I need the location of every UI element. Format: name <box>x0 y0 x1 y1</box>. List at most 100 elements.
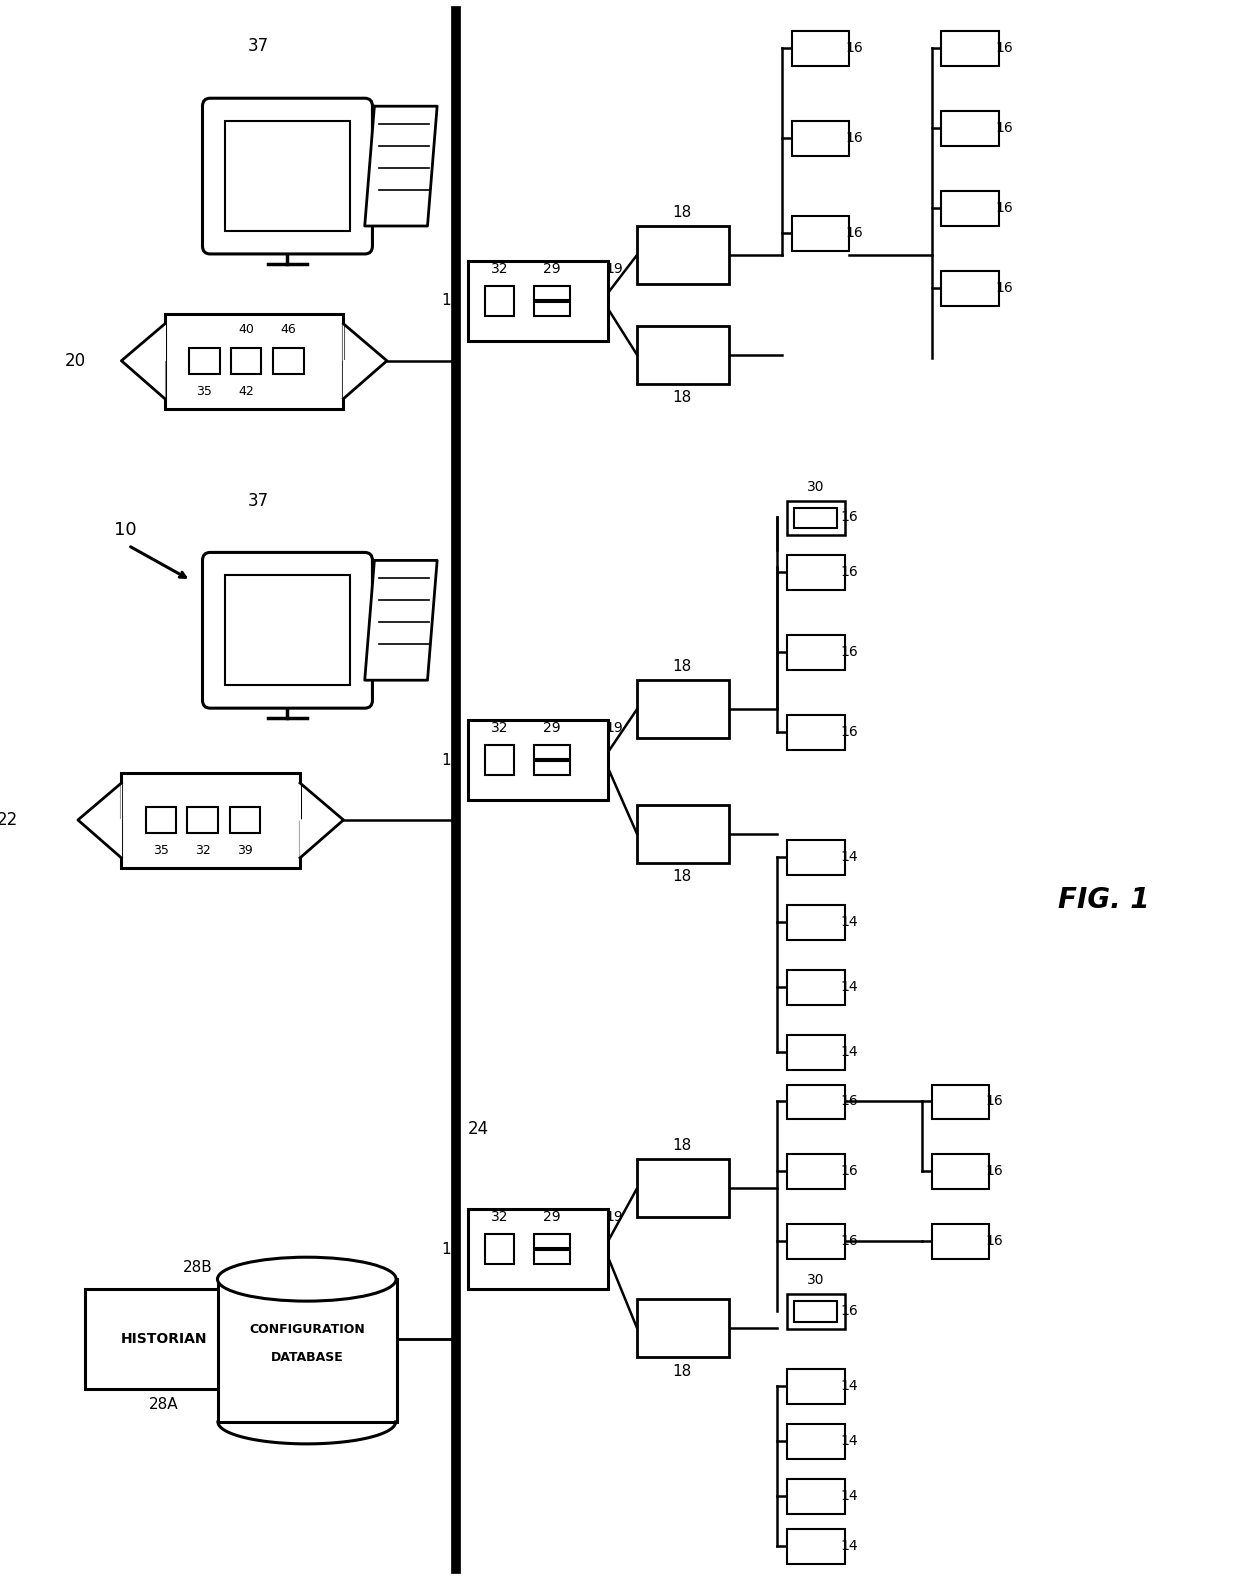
FancyBboxPatch shape <box>786 1369 844 1404</box>
FancyBboxPatch shape <box>786 501 844 535</box>
Text: 19: 19 <box>605 1210 622 1224</box>
Text: 29: 29 <box>543 721 560 736</box>
Text: FIG. 1: FIG. 1 <box>1058 886 1149 915</box>
Text: 18: 18 <box>673 204 692 220</box>
FancyBboxPatch shape <box>224 576 350 685</box>
FancyBboxPatch shape <box>485 745 515 776</box>
FancyBboxPatch shape <box>273 348 304 373</box>
Text: 37: 37 <box>248 37 269 56</box>
FancyBboxPatch shape <box>786 715 844 750</box>
Text: 32: 32 <box>491 1210 508 1224</box>
Text: 14: 14 <box>841 915 858 929</box>
FancyBboxPatch shape <box>786 1479 844 1513</box>
Text: 18: 18 <box>673 659 692 674</box>
FancyBboxPatch shape <box>941 192 999 227</box>
Polygon shape <box>78 784 122 859</box>
FancyBboxPatch shape <box>145 808 176 833</box>
Text: 16: 16 <box>994 281 1013 295</box>
FancyBboxPatch shape <box>533 302 570 316</box>
Text: 12: 12 <box>441 1242 460 1256</box>
Text: 20: 20 <box>64 351 86 370</box>
FancyBboxPatch shape <box>786 555 844 591</box>
Text: 42: 42 <box>238 385 254 399</box>
FancyBboxPatch shape <box>84 1290 244 1389</box>
FancyBboxPatch shape <box>795 1301 837 1321</box>
Text: 14: 14 <box>841 1379 858 1393</box>
Text: 29: 29 <box>543 1210 560 1224</box>
FancyBboxPatch shape <box>786 1034 844 1069</box>
FancyBboxPatch shape <box>786 1424 844 1459</box>
Text: 16: 16 <box>841 1095 858 1109</box>
FancyBboxPatch shape <box>786 905 844 940</box>
FancyBboxPatch shape <box>165 314 343 409</box>
FancyBboxPatch shape <box>786 1154 844 1189</box>
Text: 28B: 28B <box>184 1259 213 1275</box>
Text: 12: 12 <box>441 753 460 768</box>
FancyBboxPatch shape <box>485 286 515 316</box>
FancyBboxPatch shape <box>218 1278 397 1422</box>
Text: 14: 14 <box>841 1044 858 1058</box>
Text: 32: 32 <box>195 844 211 857</box>
Text: 16: 16 <box>986 1234 1003 1248</box>
Text: 22: 22 <box>0 811 19 828</box>
Text: 16: 16 <box>994 201 1013 215</box>
Text: 32: 32 <box>491 262 508 276</box>
FancyBboxPatch shape <box>637 680 729 737</box>
Text: 18: 18 <box>673 1363 692 1379</box>
FancyBboxPatch shape <box>533 286 570 300</box>
FancyBboxPatch shape <box>467 720 608 800</box>
Text: CONFIGURATION: CONFIGURATION <box>249 1323 365 1336</box>
Polygon shape <box>365 107 438 227</box>
Text: 16: 16 <box>986 1165 1003 1178</box>
Text: 29: 29 <box>543 262 560 276</box>
Text: 35: 35 <box>153 844 169 857</box>
FancyBboxPatch shape <box>941 32 999 67</box>
Text: 39: 39 <box>237 844 253 857</box>
FancyBboxPatch shape <box>786 1529 844 1564</box>
FancyBboxPatch shape <box>187 808 218 833</box>
Text: 16: 16 <box>841 645 858 659</box>
Text: 16: 16 <box>841 1234 858 1248</box>
FancyBboxPatch shape <box>791 32 849 67</box>
FancyBboxPatch shape <box>786 970 844 1004</box>
FancyBboxPatch shape <box>467 260 608 342</box>
FancyBboxPatch shape <box>637 227 729 284</box>
Text: 16: 16 <box>841 1165 858 1178</box>
Text: 16: 16 <box>846 131 863 145</box>
FancyBboxPatch shape <box>795 508 837 528</box>
Text: 16: 16 <box>846 227 863 239</box>
FancyBboxPatch shape <box>791 215 849 251</box>
Text: 16: 16 <box>841 565 858 579</box>
Text: DATABASE: DATABASE <box>270 1350 343 1363</box>
FancyBboxPatch shape <box>786 1224 844 1259</box>
FancyBboxPatch shape <box>229 808 260 833</box>
Text: 12: 12 <box>441 294 460 308</box>
Ellipse shape <box>217 1258 396 1301</box>
FancyBboxPatch shape <box>637 1159 729 1218</box>
Text: 16: 16 <box>841 725 858 739</box>
Text: 18: 18 <box>673 870 692 884</box>
FancyBboxPatch shape <box>122 772 300 868</box>
FancyBboxPatch shape <box>786 839 844 875</box>
Text: 14: 14 <box>841 980 858 994</box>
FancyBboxPatch shape <box>202 99 372 254</box>
Polygon shape <box>343 324 387 399</box>
FancyBboxPatch shape <box>533 745 570 760</box>
Text: 14: 14 <box>841 1539 858 1553</box>
FancyBboxPatch shape <box>791 121 849 156</box>
FancyBboxPatch shape <box>224 121 350 231</box>
Text: 19: 19 <box>605 262 622 276</box>
Polygon shape <box>122 324 165 399</box>
FancyBboxPatch shape <box>533 761 570 776</box>
Text: 14: 14 <box>841 851 858 863</box>
Text: 16: 16 <box>841 511 858 525</box>
Text: 14: 14 <box>841 1433 858 1448</box>
Text: 16: 16 <box>994 121 1013 136</box>
FancyBboxPatch shape <box>786 1085 844 1119</box>
FancyBboxPatch shape <box>637 326 729 383</box>
Text: 18: 18 <box>673 389 692 405</box>
FancyBboxPatch shape <box>786 635 844 670</box>
Text: 10: 10 <box>114 522 136 539</box>
FancyBboxPatch shape <box>931 1224 990 1259</box>
Text: 28A: 28A <box>149 1398 179 1412</box>
